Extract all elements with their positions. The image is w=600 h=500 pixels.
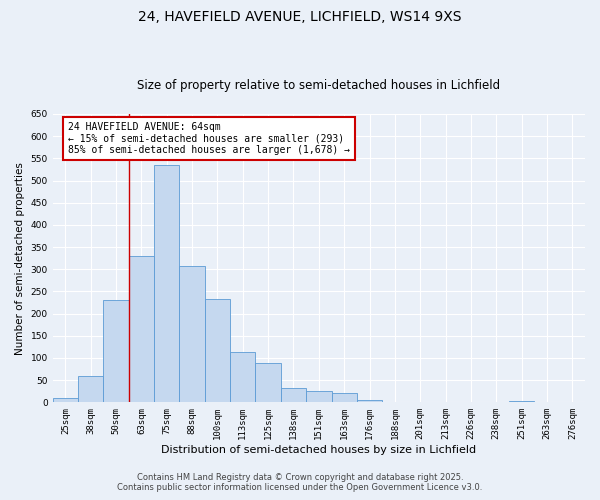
Text: 24, HAVEFIELD AVENUE, LICHFIELD, WS14 9XS: 24, HAVEFIELD AVENUE, LICHFIELD, WS14 9X…	[138, 10, 462, 24]
Bar	[205, 300, 230, 403]
Bar	[306, 391, 332, 402]
Bar	[256, 364, 281, 403]
Text: Contains HM Land Registry data © Crown copyright and database right 2025.
Contai: Contains HM Land Registry data © Crown c…	[118, 473, 482, 492]
Bar	[154, 165, 179, 402]
Bar	[129, 256, 154, 402]
Bar	[179, 266, 205, 402]
X-axis label: Distribution of semi-detached houses by size in Lichfield: Distribution of semi-detached houses by …	[161, 445, 476, 455]
Bar	[509, 401, 535, 402]
Bar	[53, 398, 78, 402]
Text: 24 HAVEFIELD AVENUE: 64sqm
← 15% of semi-detached houses are smaller (293)
85% o: 24 HAVEFIELD AVENUE: 64sqm ← 15% of semi…	[68, 122, 350, 155]
Bar	[103, 300, 129, 402]
Bar	[230, 352, 256, 403]
Bar	[78, 376, 103, 402]
Bar	[357, 400, 382, 402]
Y-axis label: Number of semi-detached properties: Number of semi-detached properties	[15, 162, 25, 354]
Title: Size of property relative to semi-detached houses in Lichfield: Size of property relative to semi-detach…	[137, 79, 500, 92]
Bar	[332, 393, 357, 402]
Bar	[281, 388, 306, 402]
